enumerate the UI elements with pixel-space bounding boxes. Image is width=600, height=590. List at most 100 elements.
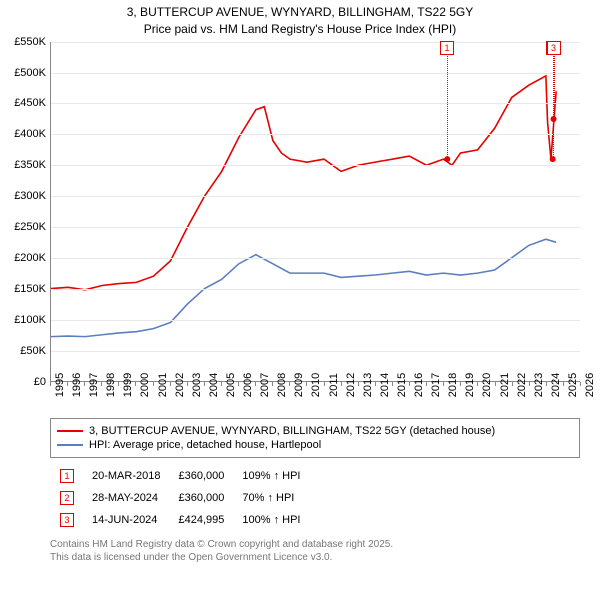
x-tick-label: 2018 xyxy=(447,372,459,396)
x-tick-label: 2014 xyxy=(379,372,391,396)
event-price: £360,000 xyxy=(170,466,232,486)
x-tick-label: 2007 xyxy=(259,372,271,396)
legend-text: 3, BUTTERCUP AVENUE, WYNYARD, BILLINGHAM… xyxy=(89,425,495,437)
x-tick-label: 2021 xyxy=(499,372,511,396)
chart-container: 3, BUTTERCUP AVENUE, WYNYARD, BILLINGHAM… xyxy=(0,0,600,572)
event-date: 28-MAY-2024 xyxy=(84,488,168,508)
x-tick xyxy=(289,382,290,386)
event-price: £424,995 xyxy=(170,510,232,530)
event-delta: 109% ↑ HPI xyxy=(234,466,308,486)
footer-attribution: Contains HM Land Registry data © Crown c… xyxy=(50,538,592,564)
grid-line xyxy=(51,165,580,166)
legend-swatch xyxy=(57,430,83,432)
x-tick xyxy=(170,382,171,386)
event-date: 20-MAR-2018 xyxy=(84,466,168,486)
x-tick xyxy=(358,382,359,386)
x-tick-label: 2025 xyxy=(567,372,579,396)
grid-line xyxy=(51,227,580,228)
footer-line-2: This data is licensed under the Open Gov… xyxy=(50,551,592,564)
x-tick xyxy=(84,382,85,386)
legend-swatch xyxy=(57,444,83,446)
y-tick-label: £400K xyxy=(14,128,46,140)
title-line-1: 3, BUTTERCUP AVENUE, WYNYARD, BILLINGHAM… xyxy=(8,4,592,21)
x-tick xyxy=(324,382,325,386)
event-row: 2 28-MAY-2024£360,00070% ↑ HPI xyxy=(52,488,308,508)
x-tick-label: 2000 xyxy=(139,372,151,396)
x-tick xyxy=(563,382,564,386)
events-table: 120-MAR-2018£360,000109% ↑ HPI 2 28-MAY-20… xyxy=(50,464,310,532)
x-tick xyxy=(118,382,119,386)
x-tick-label: 2015 xyxy=(396,372,408,396)
event-delta: 70% ↑ HPI xyxy=(234,488,308,508)
event-row: 314-JUN-2024£424,995100% ↑ HPI xyxy=(52,510,308,530)
footer-line-1: Contains HM Land Registry data © Crown c… xyxy=(50,538,592,551)
y-tick-label: £550K xyxy=(14,36,46,48)
plot-area xyxy=(50,42,580,382)
x-tick xyxy=(512,382,513,386)
x-tick xyxy=(341,382,342,386)
event-price: £360,000 xyxy=(170,488,232,508)
x-tick xyxy=(375,382,376,386)
legend-text: HPI: Average price, detached house, Hart… xyxy=(89,439,321,451)
x-tick xyxy=(306,382,307,386)
x-tick xyxy=(460,382,461,386)
y-tick-label: £0 xyxy=(34,376,46,388)
marker-label: 3 xyxy=(547,41,561,55)
y-tick-label: £300K xyxy=(14,190,46,202)
x-tick-label: 1997 xyxy=(88,372,100,396)
x-tick xyxy=(580,382,581,386)
grid-line xyxy=(51,134,580,135)
x-tick-label: 1995 xyxy=(54,372,66,396)
chart-area: £0£50K£100K£150K£200K£250K£300K£350K£400… xyxy=(8,42,592,412)
x-tick-label: 2024 xyxy=(550,372,562,396)
series-line xyxy=(51,239,556,336)
x-tick-label: 2023 xyxy=(533,372,545,396)
y-tick-label: £250K xyxy=(14,221,46,233)
grid-line xyxy=(51,320,580,321)
x-tick xyxy=(221,382,222,386)
x-tick xyxy=(409,382,410,386)
marker-drop-line xyxy=(554,48,555,119)
event-delta: 100% ↑ HPI xyxy=(234,510,308,530)
x-tick-label: 2006 xyxy=(242,372,254,396)
title-line-2: Price paid vs. HM Land Registry's House … xyxy=(8,21,592,38)
x-tick xyxy=(272,382,273,386)
x-tick-label: 2020 xyxy=(481,372,493,396)
y-axis: £0£50K£100K£150K£200K£250K£300K£350K£400… xyxy=(8,42,50,382)
y-tick-label: £50K xyxy=(20,345,46,357)
y-tick-label: £500K xyxy=(14,67,46,79)
x-tick-label: 2002 xyxy=(174,372,186,396)
x-tick xyxy=(187,382,188,386)
x-tick xyxy=(238,382,239,386)
x-tick xyxy=(443,382,444,386)
x-tick xyxy=(50,382,51,386)
x-tick xyxy=(529,382,530,386)
x-tick-label: 2017 xyxy=(430,372,442,396)
event-marker: 2 xyxy=(60,491,74,505)
x-tick xyxy=(204,382,205,386)
x-tick xyxy=(135,382,136,386)
legend: 3, BUTTERCUP AVENUE, WYNYARD, BILLINGHAM… xyxy=(50,418,580,458)
grid-line xyxy=(51,42,580,43)
grid-line xyxy=(51,103,580,104)
grid-line xyxy=(51,351,580,352)
x-tick xyxy=(101,382,102,386)
x-tick-label: 2005 xyxy=(225,372,237,396)
event-date: 14-JUN-2024 xyxy=(84,510,168,530)
legend-item: HPI: Average price, detached house, Hart… xyxy=(57,439,573,451)
x-tick-label: 2026 xyxy=(584,372,596,396)
x-tick xyxy=(153,382,154,386)
grid-line xyxy=(51,289,580,290)
x-tick-label: 1999 xyxy=(122,372,134,396)
x-tick xyxy=(255,382,256,386)
x-tick xyxy=(67,382,68,386)
y-tick-label: £350K xyxy=(14,159,46,171)
x-axis: 1995199619971998199920002001200220032004… xyxy=(50,382,580,412)
event-row: 120-MAR-2018£360,000109% ↑ HPI xyxy=(52,466,308,486)
x-tick-label: 2010 xyxy=(310,372,322,396)
y-tick-label: £450K xyxy=(14,97,46,109)
x-tick xyxy=(392,382,393,386)
x-tick xyxy=(426,382,427,386)
x-tick-label: 2009 xyxy=(293,372,305,396)
x-tick-label: 1996 xyxy=(71,372,83,396)
